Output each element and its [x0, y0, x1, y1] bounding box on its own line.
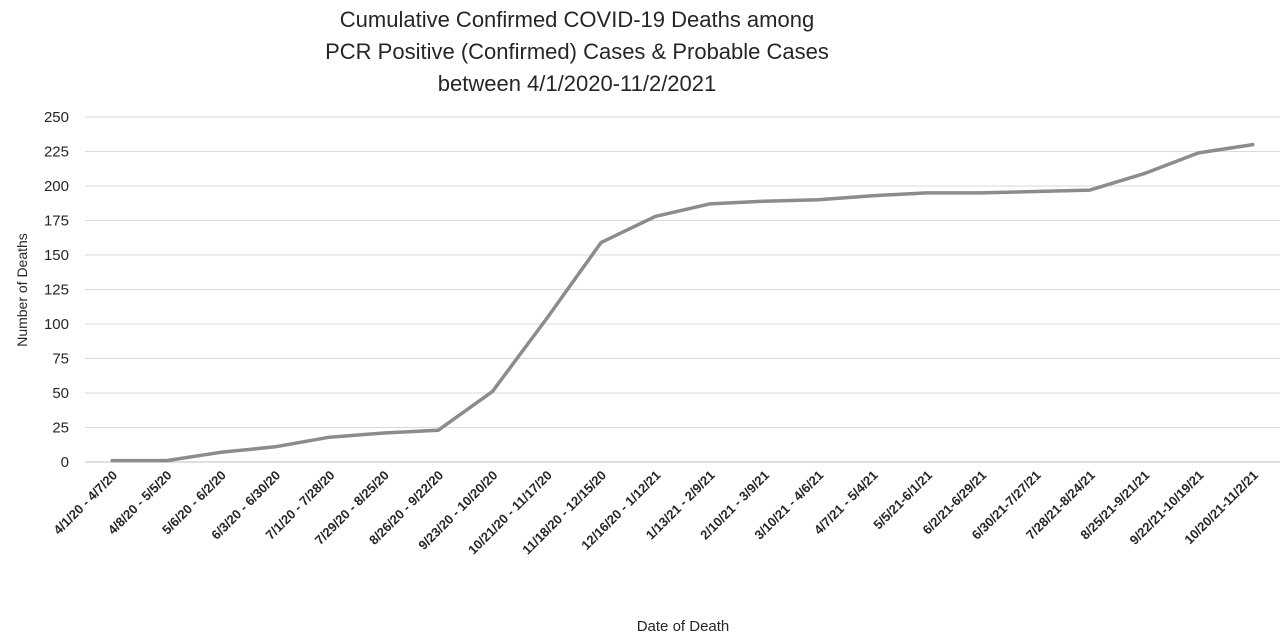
data-point: [164, 459, 168, 463]
chart-title-line-2: PCR Positive (Confirmed) Cases & Probabl…: [325, 39, 829, 64]
data-point: [273, 445, 277, 449]
data-point: [1142, 172, 1146, 176]
chart-title-line-3: between 4/1/2020-11/2/2021: [437, 71, 717, 96]
data-point: [436, 428, 440, 432]
data-point: [708, 202, 712, 206]
data-point: [762, 199, 766, 203]
y-tick-label: 25: [52, 420, 69, 437]
data-point: [1197, 151, 1201, 155]
y-tick-label: 150: [44, 247, 69, 264]
data-point: [110, 459, 114, 463]
series-line: [110, 142, 1255, 463]
data-point: [382, 431, 386, 435]
y-axis-label: Number of Deaths: [14, 233, 30, 347]
y-tick-label: 225: [44, 144, 69, 161]
data-point: [979, 191, 983, 195]
data-point: [1088, 188, 1092, 192]
y-tick-label: 0: [61, 454, 69, 471]
y-tick-label: 75: [52, 351, 69, 368]
data-point: [1034, 190, 1038, 194]
data-point: [219, 450, 223, 454]
y-tick-label: 100: [44, 316, 69, 333]
y-tick-label: 50: [52, 385, 69, 402]
chart-title-line-1: Cumulative Confirmed COVID-19 Deaths amo…: [339, 7, 815, 32]
data-point: [871, 194, 875, 198]
y-axis-tick-labels: 0 25 50 75 100 125 150 175 200 225 250: [44, 109, 69, 471]
data-point: [327, 435, 331, 439]
y-tick-label: 125: [44, 282, 69, 299]
series-layer: [110, 142, 1255, 463]
data-point: [653, 214, 657, 218]
gridlines: [85, 116, 1280, 463]
y-tick-label: 200: [44, 178, 69, 195]
data-point: [1251, 143, 1255, 147]
data-point: [545, 316, 549, 320]
y-tick-label: 250: [44, 109, 69, 126]
x-axis-label: Date of Death: [637, 618, 730, 635]
x-axis-tick-labels: 4/1/20 - 4/7/204/8/20 - 5/5/205/6/20 - 6…: [50, 468, 1261, 558]
y-tick-label: 175: [44, 213, 69, 230]
chart-title: Cumulative Confirmed COVID-19 Deaths amo…: [277, 4, 877, 100]
data-point: [816, 198, 820, 202]
data-point: [925, 191, 929, 195]
data-point: [490, 390, 494, 394]
data-point: [599, 241, 603, 245]
